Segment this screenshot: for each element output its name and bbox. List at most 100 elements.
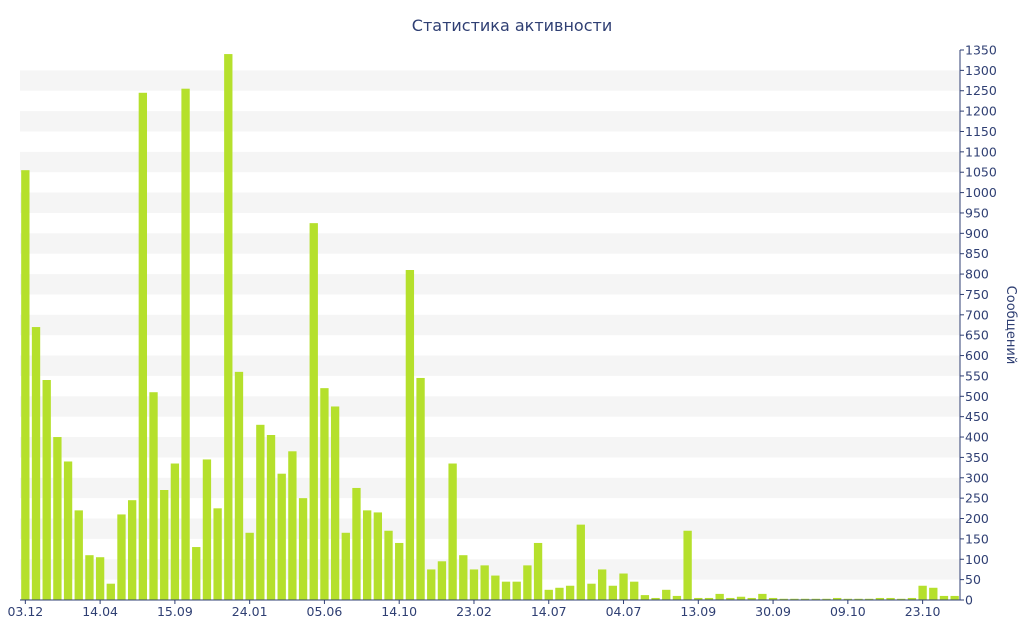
y-tick-label: 600 bbox=[965, 348, 989, 363]
bar bbox=[897, 598, 906, 600]
y-tick-label: 150 bbox=[965, 531, 989, 546]
grid-band bbox=[20, 437, 960, 458]
bar bbox=[95, 557, 105, 600]
y-tick-label: 1350 bbox=[965, 43, 997, 58]
bar bbox=[53, 437, 62, 600]
y-tick-label: 100 bbox=[965, 552, 989, 567]
bar bbox=[832, 597, 842, 600]
y-tick-label: 650 bbox=[965, 328, 989, 343]
y-tick-label: 1150 bbox=[965, 124, 997, 139]
bar bbox=[694, 597, 703, 600]
y-tick-label: 450 bbox=[965, 409, 989, 424]
bar bbox=[640, 595, 650, 600]
y-tick-label: 50 bbox=[965, 572, 981, 587]
bar bbox=[501, 581, 511, 600]
bar bbox=[362, 510, 372, 600]
bar bbox=[597, 569, 607, 600]
bar bbox=[277, 473, 286, 600]
grid-band bbox=[20, 518, 960, 539]
x-tick-label: 30.09 bbox=[755, 604, 791, 619]
bar bbox=[170, 463, 180, 600]
grid-band bbox=[20, 396, 960, 417]
y-tick-label: 1050 bbox=[965, 165, 997, 180]
bar bbox=[149, 392, 158, 600]
bar bbox=[469, 569, 479, 600]
bar bbox=[790, 598, 799, 600]
x-tick-label: 14.10 bbox=[381, 604, 417, 619]
grid-band bbox=[20, 559, 960, 580]
bar bbox=[480, 565, 489, 600]
bar bbox=[491, 575, 500, 600]
grid-band bbox=[20, 314, 960, 336]
bar bbox=[672, 595, 682, 600]
grid-band bbox=[20, 151, 960, 173]
y-tick-label: 400 bbox=[965, 430, 989, 445]
bar bbox=[587, 583, 596, 600]
bar bbox=[127, 500, 137, 600]
bar bbox=[395, 542, 404, 600]
bar bbox=[565, 585, 575, 600]
bar bbox=[555, 587, 564, 600]
bar bbox=[106, 583, 115, 600]
bar bbox=[918, 585, 927, 600]
bar bbox=[63, 461, 73, 600]
bar bbox=[427, 569, 436, 600]
y-tick-label: 700 bbox=[965, 307, 989, 322]
y-tick-label: 1000 bbox=[965, 185, 997, 200]
bar bbox=[341, 532, 350, 600]
bar bbox=[512, 581, 521, 600]
bar bbox=[298, 498, 308, 600]
y-tick-label: 1200 bbox=[965, 104, 997, 119]
bar bbox=[138, 92, 148, 600]
y-tick-label: 1100 bbox=[965, 144, 997, 159]
grid-band bbox=[20, 477, 960, 499]
bar bbox=[533, 542, 543, 600]
bar bbox=[523, 565, 532, 600]
bar bbox=[224, 54, 233, 600]
y-tick-label: 550 bbox=[965, 368, 989, 383]
x-tick-label: 05.06 bbox=[307, 604, 343, 619]
y-tick-label: 500 bbox=[965, 389, 989, 404]
bar bbox=[683, 530, 692, 600]
bar bbox=[619, 573, 628, 600]
bar bbox=[330, 406, 340, 600]
bar bbox=[405, 270, 415, 600]
bar bbox=[843, 598, 852, 600]
grid-band bbox=[20, 192, 960, 213]
bar bbox=[234, 371, 244, 600]
bar bbox=[875, 597, 885, 600]
x-tick-label: 24.01 bbox=[232, 604, 268, 619]
bar bbox=[256, 424, 265, 600]
y-tick-label: 850 bbox=[965, 246, 989, 261]
grid-band bbox=[20, 274, 960, 295]
bar bbox=[608, 585, 617, 600]
y-tick-label: 750 bbox=[965, 287, 989, 302]
x-tick-label: 13.09 bbox=[680, 604, 716, 619]
x-tick-label: 03.12 bbox=[7, 604, 43, 619]
bar bbox=[202, 459, 212, 600]
bar bbox=[768, 597, 778, 600]
bar bbox=[74, 510, 83, 600]
y-tick-label: 300 bbox=[965, 470, 989, 485]
bar bbox=[245, 532, 254, 600]
y-tick-label: 350 bbox=[965, 450, 989, 465]
bar bbox=[715, 593, 724, 600]
bar bbox=[31, 327, 41, 600]
bar bbox=[213, 508, 222, 600]
y-tick-label: 200 bbox=[965, 511, 989, 526]
bar bbox=[266, 435, 276, 600]
bar bbox=[651, 597, 660, 600]
bar bbox=[384, 530, 393, 600]
bar bbox=[630, 581, 639, 600]
bar bbox=[373, 512, 383, 600]
bar bbox=[800, 598, 810, 600]
y-tick-label: 900 bbox=[965, 226, 989, 241]
y-tick-label: 1250 bbox=[965, 83, 997, 98]
bar bbox=[704, 597, 714, 600]
grid-bands bbox=[20, 70, 960, 580]
bar bbox=[726, 597, 735, 600]
x-tick-label: 23.02 bbox=[456, 604, 492, 619]
x-tick-label: 15.09 bbox=[157, 604, 193, 619]
bar bbox=[736, 596, 746, 600]
bar bbox=[160, 490, 169, 600]
